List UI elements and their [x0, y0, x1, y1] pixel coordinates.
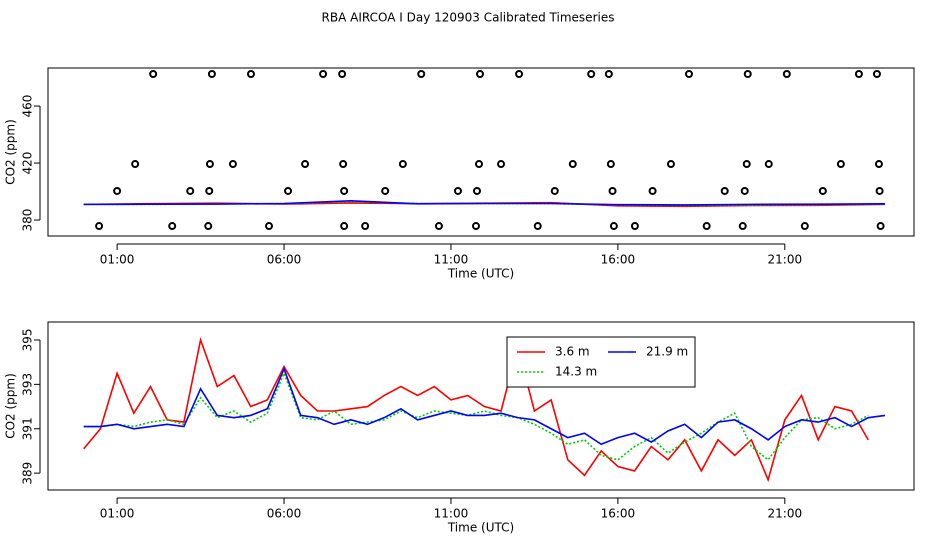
calibration-point — [782, 69, 791, 78]
y-tick-label: 393 — [21, 373, 35, 396]
calibration-point — [606, 160, 615, 169]
calibration-point — [475, 69, 484, 78]
y-tick-label: 420 — [21, 152, 35, 175]
calibration-point — [340, 222, 349, 231]
figure-title: RBA AIRCOA I Day 120903 Calibrated Times… — [322, 11, 615, 25]
calibration-point — [149, 69, 158, 78]
calibration-point — [471, 222, 480, 231]
calibration-point — [874, 160, 883, 169]
calibration-point — [205, 160, 214, 169]
x-tick-label: 21:00 — [768, 253, 803, 267]
calibration-point — [742, 160, 751, 169]
calibration-point — [854, 69, 863, 78]
calibration-point — [630, 222, 639, 231]
calibration-point — [587, 69, 596, 78]
calibration-point — [340, 186, 349, 195]
series-line — [83, 337, 869, 483]
calibration-point — [743, 69, 752, 78]
legend-label: 3.6 m — [555, 345, 590, 359]
x-tick-label: 11:00 — [434, 507, 469, 521]
plot-area — [83, 69, 885, 231]
legend-box — [506, 336, 696, 388]
x-tick-label: 01:00 — [100, 507, 135, 521]
y-tick-label: 460 — [21, 95, 35, 118]
calibration-point — [381, 186, 390, 195]
calibration-point — [113, 186, 122, 195]
x-tick-label: 06:00 — [267, 253, 302, 267]
calibration-point — [338, 69, 347, 78]
calibration-point — [738, 222, 747, 231]
calibration-point — [265, 222, 274, 231]
calibration-point — [95, 222, 104, 231]
legend-label: 21.9 m — [646, 345, 688, 359]
calibration-point — [453, 186, 462, 195]
calibration-point — [207, 69, 216, 78]
calibration-point — [417, 69, 426, 78]
calibration-point — [246, 69, 255, 78]
calibration-point — [472, 186, 481, 195]
calibration-point — [205, 186, 214, 195]
calibration-point — [284, 186, 293, 195]
calibration-point — [361, 222, 370, 231]
calibration-point — [666, 160, 675, 169]
series-line — [83, 199, 885, 206]
plot-area — [83, 337, 886, 483]
series-line — [83, 366, 886, 446]
x-tick-label: 06:00 — [267, 507, 302, 521]
calibration-point — [497, 160, 506, 169]
x-axis-label: Time (UTC) — [447, 521, 514, 535]
plot-frame — [47, 67, 915, 237]
calibration-point — [515, 69, 524, 78]
y-axis-label: CO2 (ppm) — [4, 373, 18, 439]
x-tick-label: 21:00 — [768, 507, 803, 521]
plot-frame — [47, 321, 915, 491]
calibration-point — [228, 160, 237, 169]
calibration-point — [301, 160, 310, 169]
x-tick-label: 01:00 — [100, 253, 135, 267]
calibration-point — [398, 160, 407, 169]
calibration-point — [740, 186, 749, 195]
series-line — [83, 371, 869, 461]
calibration-point — [800, 222, 809, 231]
calibration-point — [604, 69, 613, 78]
calibration-point — [186, 186, 195, 195]
legend-label: 14.3 m — [555, 365, 597, 379]
panel: 01:00 06:00 11:00 16:00 21:00 Time (UTC) 380 42… — [4, 67, 915, 281]
y-tick-label: 395 — [21, 329, 35, 352]
calibration-point — [818, 186, 827, 195]
x-tick-label: 16:00 — [601, 507, 636, 521]
calibration-point — [339, 160, 348, 169]
calibration-point — [836, 160, 845, 169]
y-tick-label: 380 — [21, 209, 35, 232]
calibration-point — [872, 69, 881, 78]
calibration-point — [319, 69, 328, 78]
y-axis-label: CO2 (ppm) — [4, 119, 18, 185]
calibration-point — [702, 222, 711, 231]
calibration-point — [533, 222, 542, 231]
calibration-point — [204, 222, 213, 231]
calibration-point — [609, 222, 618, 231]
calibration-point — [131, 160, 140, 169]
calibration-point — [875, 186, 884, 195]
panel: 01:00 06:00 11:00 16:00 21:00 Time (UTC) 389 39… — [4, 321, 915, 535]
calibration-point — [568, 160, 577, 169]
x-tick-label: 16:00 — [601, 253, 636, 267]
calibration-point — [648, 186, 657, 195]
calibration-point — [720, 186, 729, 195]
calibration-point — [608, 186, 617, 195]
calibration-point — [684, 69, 693, 78]
calibration-point — [764, 160, 773, 169]
x-axis-label: Time (UTC) — [447, 267, 514, 281]
calibration-point — [876, 222, 885, 231]
y-tick-label: 391 — [21, 417, 35, 440]
y-tick-label: 389 — [21, 462, 35, 485]
calibration-point — [168, 222, 177, 231]
x-tick-label: 11:00 — [434, 253, 469, 267]
calibration-point — [474, 160, 483, 169]
calibration-point — [434, 222, 443, 231]
calibration-point — [550, 186, 559, 195]
